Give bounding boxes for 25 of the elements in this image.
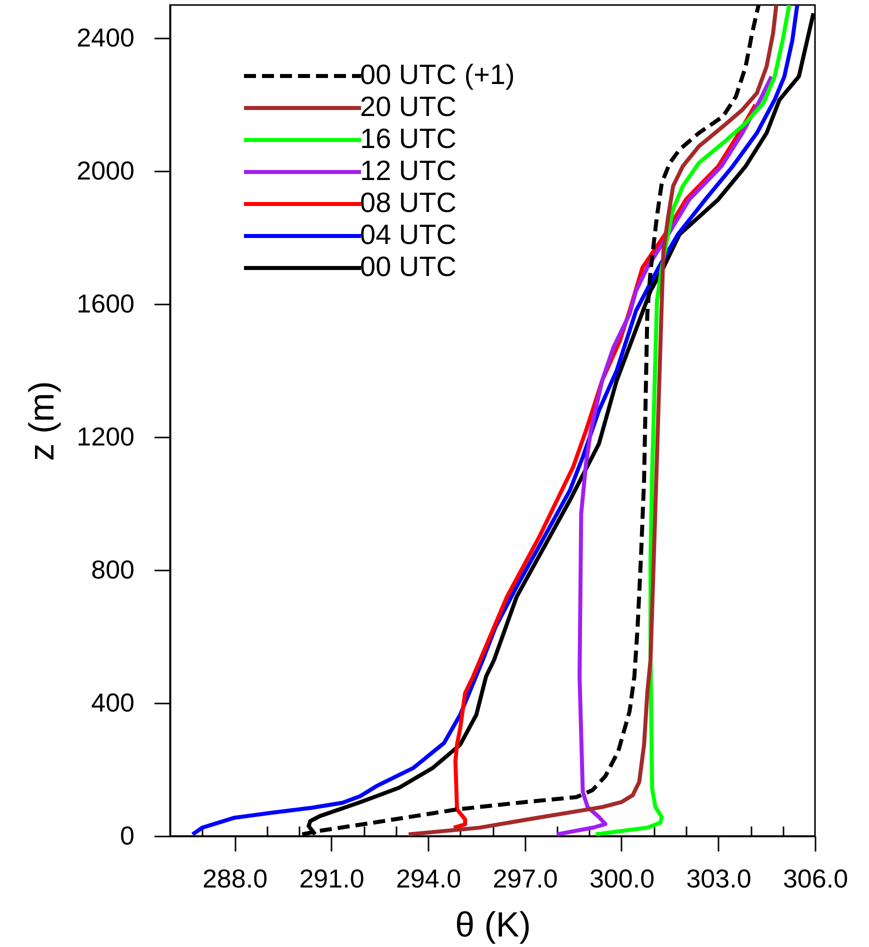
x-tick-label: 303.0 <box>686 864 752 894</box>
y-tick-label: 1600 <box>76 288 134 319</box>
legend-label: 00 UTC (+1) <box>360 59 515 90</box>
legend-label: 04 UTC <box>360 219 456 250</box>
x-axis-title: θ (K) <box>455 906 531 944</box>
x-tick-label: 294.0 <box>396 864 462 894</box>
x-tick-label: 300.0 <box>589 864 655 894</box>
x-tick-label: 288.0 <box>202 864 268 894</box>
legend-label: 00 UTC <box>360 251 456 282</box>
x-tick-label: 297.0 <box>492 864 558 894</box>
line-series <box>555 74 774 836</box>
legend-label: 20 UTC <box>360 91 456 122</box>
y-axis-title: z (m) <box>22 381 62 461</box>
legend-label: 08 UTC <box>360 187 456 218</box>
y-tick-label: 800 <box>91 554 134 585</box>
y-tick-label: 1200 <box>76 422 134 452</box>
y-tick-label: 0 <box>120 820 134 850</box>
y-tick-label: 400 <box>91 688 134 718</box>
y-tick-label: 2000 <box>76 156 134 186</box>
x-tick-label: 291.0 <box>299 864 364 894</box>
x-tick-label: 306.0 <box>782 864 848 894</box>
legend-label: 12 UTC <box>360 155 456 186</box>
line-series <box>190 5 800 836</box>
y-tick-label: 2400 <box>76 22 134 53</box>
legend-label: 16 UTC <box>360 123 456 154</box>
